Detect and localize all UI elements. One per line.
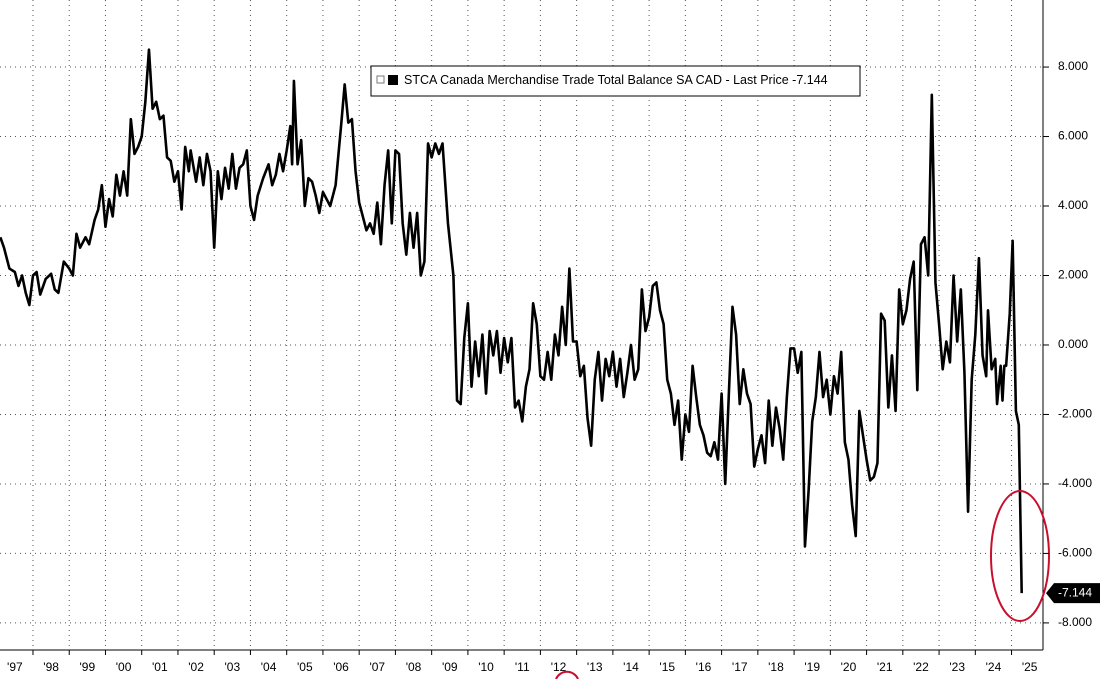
- legend: STCA Canada Merchandise Trade Total Bala…: [370, 65, 861, 97]
- x-tick-label: '19: [804, 660, 820, 674]
- legend-entry: STCA Canada Merchandise Trade Total Bala…: [404, 73, 828, 87]
- x-tick-label: '98: [43, 660, 59, 674]
- plot: [0, 48, 1023, 594]
- x-tick-label: '18: [768, 660, 784, 674]
- x-tick-label: '24: [986, 660, 1002, 674]
- legend-swatch: [388, 75, 398, 85]
- x-tick-label: '09: [442, 660, 458, 674]
- x-tick-label: '23: [949, 660, 965, 674]
- x-tick-label: '07: [369, 660, 385, 674]
- x-tick-label: '17: [732, 660, 748, 674]
- legend-toggle: [376, 75, 385, 84]
- x-tick-label: '01: [152, 660, 168, 674]
- highlight-arc: [555, 670, 579, 679]
- y-tick-label: 4.000: [1058, 198, 1088, 212]
- legend-last-price: -7.144: [792, 73, 827, 87]
- y-tick-label: 8.000: [1058, 59, 1088, 73]
- y-tick-label: -4.000: [1058, 476, 1092, 490]
- x-tick-label: '14: [623, 660, 639, 674]
- y-tick-label: 6.000: [1058, 129, 1088, 143]
- line-series: [0, 48, 1023, 594]
- highlight-ellipse: [990, 490, 1050, 622]
- x-tick-label: '13: [587, 660, 603, 674]
- y-tick-label: -6.000: [1058, 546, 1092, 560]
- x-tick-label: '25: [1022, 660, 1038, 674]
- x-tick-label: '05: [297, 660, 313, 674]
- x-tick-label: '97: [7, 660, 23, 674]
- x-tick-label: '22: [913, 660, 929, 674]
- y-tick-label: -8.000: [1058, 615, 1092, 629]
- legend-box: [370, 65, 861, 97]
- last-price-label: -7.144: [1058, 585, 1092, 599]
- last-price-tag: [1046, 583, 1100, 604]
- x-tick-label: '08: [406, 660, 422, 674]
- x-tick-label: '99: [80, 660, 96, 674]
- x-tick-label: '02: [188, 660, 204, 674]
- x-tick-label: '06: [333, 660, 349, 674]
- y-tick-label: -2.000: [1058, 407, 1092, 421]
- x-tick-label: '11: [515, 660, 530, 674]
- x-tick-label: '15: [659, 660, 675, 674]
- x-tick-label: '04: [261, 660, 277, 674]
- x-tick-label: '16: [696, 660, 712, 674]
- y-tick-label: 0.000: [1058, 337, 1088, 351]
- x-tick-label: '10: [478, 660, 494, 674]
- x-tick-label: '20: [841, 660, 857, 674]
- y-tick-label: 2.000: [1058, 268, 1088, 282]
- x-tick-label: '21: [877, 660, 893, 674]
- x-tick-label: '03: [225, 660, 241, 674]
- legend-name: STCA Canada Merchandise Trade Total Bala…: [404, 73, 789, 87]
- x-tick-label: '12: [551, 660, 567, 674]
- x-tick-label: '00: [116, 660, 132, 674]
